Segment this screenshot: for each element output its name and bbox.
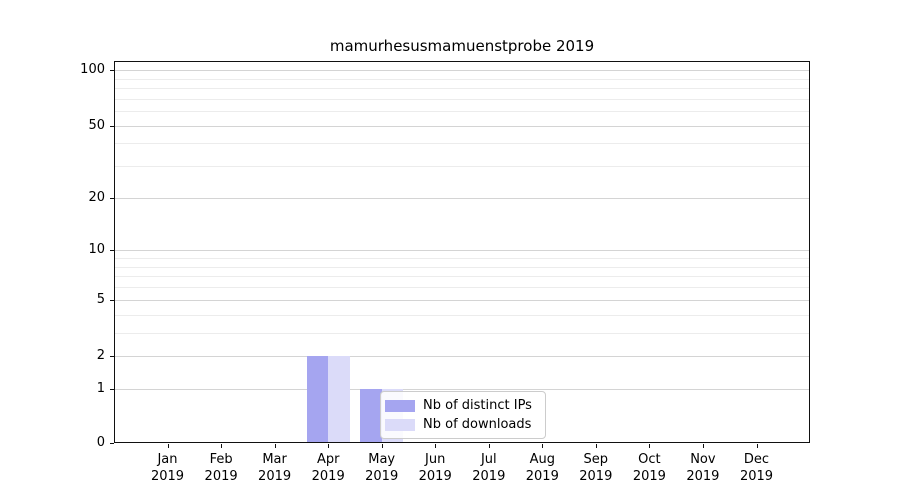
y-tick-label: 2 xyxy=(96,348,105,363)
x-tick-label: Oct 2019 xyxy=(632,452,666,484)
x-tick xyxy=(328,444,330,448)
y-tick-label: 1 xyxy=(96,381,105,396)
x-tick-label: Dec 2019 xyxy=(739,452,774,484)
y-tick xyxy=(110,125,114,127)
x-tick-label: Jan 2019 xyxy=(150,452,185,484)
x-tick xyxy=(756,444,758,448)
y-tick-label: 0 xyxy=(96,435,105,450)
y-gridline-major xyxy=(114,70,810,71)
y-gridline-minor xyxy=(114,287,810,289)
y-tick xyxy=(110,356,114,357)
y-tick xyxy=(110,389,114,390)
x-tick-label: Nov 2019 xyxy=(686,452,720,484)
y-tick-label: 20 xyxy=(88,189,105,205)
y-tick-label: 5 xyxy=(96,291,105,307)
x-tick xyxy=(595,444,597,448)
x-tick-label: Apr 2019 xyxy=(311,452,345,484)
x-tick xyxy=(702,444,704,448)
y-gridline-minor xyxy=(114,143,810,145)
y-tick-label: 100 xyxy=(80,62,105,77)
y-gridline-minor xyxy=(114,314,810,316)
y-tick xyxy=(110,443,114,444)
x-tick-label: Aug 2019 xyxy=(525,452,559,484)
y-gridline-minor xyxy=(114,266,810,268)
y-gridline-major xyxy=(114,197,810,199)
y-gridline-minor xyxy=(114,111,810,112)
x-tick-label: Jun 2019 xyxy=(418,452,452,484)
legend-swatch-distinct-ips xyxy=(385,399,415,412)
y-tick xyxy=(110,70,114,71)
y-gridline-minor xyxy=(114,332,810,334)
x-tick xyxy=(649,444,651,448)
legend-swatch-downloads xyxy=(385,418,415,431)
y-gridline-minor xyxy=(114,78,810,80)
y-tick xyxy=(110,299,114,301)
y-gridline-major xyxy=(114,125,810,127)
y-gridline-minor xyxy=(114,98,810,100)
y-gridline-major xyxy=(114,299,810,301)
x-tick xyxy=(488,444,490,448)
legend-label-distinct-ips: Nb of distinct IPs xyxy=(423,398,532,413)
x-tick-label: Jul 2019 xyxy=(472,452,506,484)
x-tick-label: Mar 2019 xyxy=(258,452,292,484)
bar-distinct-ips xyxy=(306,356,329,443)
y-tick-label: 10 xyxy=(88,242,105,258)
legend: Nb of distinct IPs Nb of downloads xyxy=(380,391,546,439)
x-tick xyxy=(435,444,437,448)
y-tick xyxy=(110,197,114,199)
bar-downloads xyxy=(328,356,350,443)
legend-label-downloads: Nb of downloads xyxy=(423,417,532,432)
y-tick-label: 50 xyxy=(88,117,105,133)
x-tick-label: May 2019 xyxy=(365,452,399,484)
plot-area xyxy=(114,61,810,443)
y-gridline-major xyxy=(114,250,810,252)
y-tick xyxy=(110,250,114,252)
x-tick-label: Sep 2019 xyxy=(579,452,613,484)
x-tick xyxy=(221,444,223,448)
y-gridline-minor xyxy=(114,87,810,89)
legend-item-downloads: Nb of downloads xyxy=(385,417,537,432)
x-tick xyxy=(381,444,383,448)
y-gridline-minor xyxy=(114,258,810,260)
y-gridline-minor xyxy=(114,276,810,278)
bar-distinct-ips xyxy=(360,389,382,443)
legend-item-distinct-ips: Nb of distinct IPs xyxy=(385,398,537,413)
y-gridline-minor xyxy=(114,166,810,168)
x-tick xyxy=(542,444,544,448)
x-tick-label: Feb 2019 xyxy=(204,452,238,484)
x-tick xyxy=(167,444,169,448)
y-gridline-major xyxy=(114,356,810,357)
chart-title: mamurhesusmamuenstprobe 2019 xyxy=(329,37,595,55)
y-gridline-major xyxy=(114,389,810,390)
x-tick xyxy=(274,444,276,448)
